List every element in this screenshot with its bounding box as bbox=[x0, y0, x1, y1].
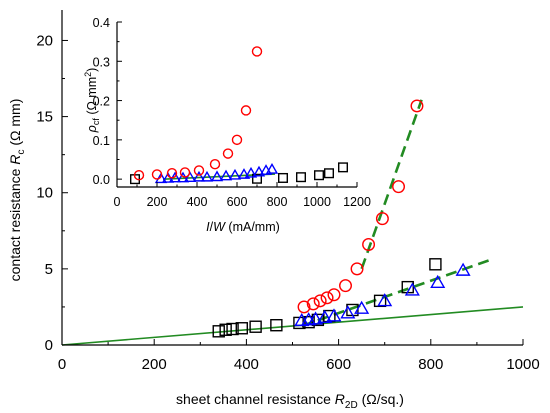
inset-y-tick-label: 0.2 bbox=[93, 95, 110, 109]
inset-square-point bbox=[324, 168, 335, 179]
main-circle-point bbox=[327, 288, 341, 302]
inset-circle-point bbox=[222, 148, 234, 159]
main-square-point bbox=[429, 258, 442, 271]
inset-triangle-point bbox=[252, 165, 266, 177]
inset-square-point bbox=[338, 162, 349, 173]
inset-triangle-point bbox=[210, 170, 224, 182]
inset-circle-point bbox=[251, 46, 263, 57]
inset-triangle-point bbox=[265, 162, 279, 174]
inset-x-tick-label: 1000 bbox=[303, 195, 331, 209]
main-plot: 0 200 400 600 800 1000 0 5 10 15 20 sheet channel … bbox=[7, 10, 540, 411]
inset-circle-point bbox=[209, 158, 221, 170]
inset-ticks: 0 200 400 600 800 1000 1200 0.0 0.1 0.2 0.3 0.4 bbox=[93, 16, 371, 209]
inset-x-tick-label: 800 bbox=[267, 195, 288, 209]
main-circle-point bbox=[392, 180, 406, 194]
main-square-point bbox=[219, 323, 232, 336]
main-triangle-point bbox=[430, 274, 446, 289]
main-x-tick-label: 200 bbox=[142, 356, 167, 373]
inset-square-point bbox=[251, 173, 262, 184]
inset-background bbox=[117, 22, 357, 187]
main-triangle-point bbox=[455, 262, 471, 276]
inset-y-tick-label: 0.0 bbox=[93, 173, 110, 187]
main-circle-point bbox=[313, 294, 327, 308]
main-triangle-point bbox=[404, 282, 420, 296]
main-x-axis-title: sheet channel resistance R2D (Ω/sq.) bbox=[176, 391, 404, 411]
main-x-tick-label: 600 bbox=[326, 356, 351, 373]
inset-y-tick-label: 0.1 bbox=[93, 134, 110, 148]
inset-circle-point bbox=[133, 169, 145, 181]
inset-y-tick-label: 0.4 bbox=[93, 16, 110, 30]
main-circle-point bbox=[339, 279, 352, 293]
main-fit-lines bbox=[61, 99, 524, 346]
main-data-points bbox=[212, 99, 471, 338]
inset-triangle-point bbox=[228, 168, 242, 180]
main-ticks: 0 200 400 600 800 1000 0 5 10 15 20 bbox=[36, 32, 539, 373]
inset-square-point bbox=[278, 172, 289, 183]
main-y-axis-title: contact resistance Rc (Ω mm) bbox=[7, 99, 27, 282]
main-triangle-point bbox=[377, 293, 393, 307]
inset-x-tick-label: 600 bbox=[227, 195, 248, 209]
main-x-tick-label: 400 bbox=[234, 356, 259, 373]
main-y-tick-label: 15 bbox=[36, 109, 53, 126]
main-triangle-point bbox=[354, 300, 370, 314]
main-y-tick-label: 5 bbox=[45, 261, 53, 278]
main-triangle-point bbox=[340, 305, 356, 319]
main-y-tick-label: 0 bbox=[45, 337, 53, 354]
inset-triangle-point bbox=[192, 170, 206, 182]
main-x-tick-label: 0 bbox=[58, 356, 66, 373]
main-triangle-point bbox=[308, 311, 324, 325]
main-square-point bbox=[212, 325, 225, 338]
main-circle-point bbox=[375, 212, 389, 226]
main-square-point bbox=[323, 309, 336, 323]
main-circle-point bbox=[306, 297, 320, 311]
main-square-point bbox=[249, 320, 262, 333]
inset-triangle-point bbox=[237, 168, 251, 179]
main-x-tick-label: 800 bbox=[418, 356, 443, 373]
inset-data-points bbox=[129, 46, 349, 185]
inset-y-tick-label: 0.3 bbox=[93, 55, 110, 69]
inset-circle-point bbox=[179, 167, 191, 178]
inset-x-tick-label: 200 bbox=[147, 195, 168, 209]
main-fit-line-solid-0 bbox=[61, 306, 524, 346]
main-circle-point bbox=[362, 238, 376, 251]
main-x-tick-label: 1000 bbox=[506, 356, 539, 373]
inset-circle-point bbox=[240, 105, 252, 116]
main-circle-point bbox=[350, 262, 364, 276]
main-square-point bbox=[226, 322, 239, 336]
inset-triangle-point bbox=[244, 166, 258, 178]
inset-triangle-point bbox=[219, 169, 233, 181]
main-fit-line-dashed-2 bbox=[360, 99, 423, 270]
inset-circle-point bbox=[151, 169, 163, 180]
inset-plot: 0 200 400 600 800 1000 1200 0.0 0.1 0.2 0.3 0.4 I/W… bbox=[83, 16, 371, 234]
main-square-point bbox=[373, 294, 387, 308]
main-circle-point bbox=[297, 300, 311, 314]
main-circle-point bbox=[410, 99, 424, 113]
inset-circle-point bbox=[231, 134, 243, 146]
inset-square-point bbox=[296, 172, 307, 183]
main-square-point bbox=[235, 322, 248, 335]
inset-y-axis-title: ρcf (Ω mm2) bbox=[83, 68, 101, 134]
inset-circle-point bbox=[193, 165, 205, 176]
inset-x-tick-label: 400 bbox=[187, 195, 208, 209]
inset-x-tick-label: 0 bbox=[114, 195, 121, 209]
main-y-tick-label: 20 bbox=[36, 32, 53, 49]
main-triangle-point bbox=[326, 308, 342, 322]
inset-square-point bbox=[314, 170, 325, 181]
inset-x-axis-title: I/W (mA/mm) bbox=[206, 220, 280, 234]
main-y-tick-label: 10 bbox=[36, 185, 53, 202]
inset-x-tick-label: 1200 bbox=[343, 195, 371, 209]
inset-triangle-point bbox=[200, 170, 214, 182]
inset-circle-point bbox=[166, 168, 178, 179]
main-triangle-point bbox=[317, 309, 333, 324]
main-circle-point bbox=[320, 291, 334, 305]
main-square-point bbox=[270, 319, 283, 332]
